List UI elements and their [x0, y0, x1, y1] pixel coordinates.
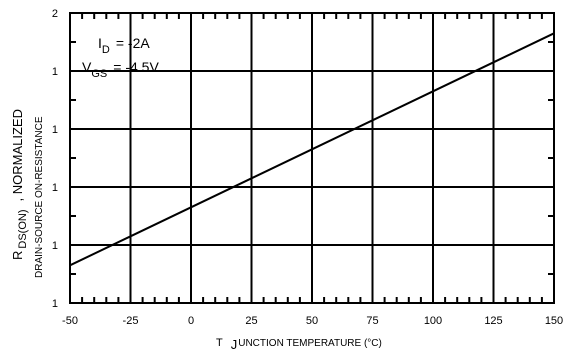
x-tick-label: 100	[424, 315, 442, 327]
y-tick-labels: 1 1 1 1 1 2	[52, 8, 58, 310]
x-tick-labels: -50 -25 0 25 50 75 100 125 150	[62, 315, 563, 327]
series-line	[69, 32, 555, 267]
y-tick-label: 1	[52, 240, 58, 252]
x-tick-label: 50	[306, 315, 318, 327]
x-tick-label: 75	[366, 315, 378, 327]
y-axis-title: RDS(ON), NORMALIZED	[10, 109, 29, 260]
annotation-vgs: VGS = -4.5V	[82, 59, 159, 80]
series-group	[69, 32, 555, 267]
axis-ticks	[70, 13, 554, 303]
x-axis-title: T JUNCTION TEMPERATURE (°C)	[216, 337, 382, 352]
annotation-id: ID = -2A	[98, 35, 150, 56]
x-tick-label: 125	[484, 315, 502, 327]
y-axis-title-group: RDS(ON), NORMALIZED	[10, 109, 29, 260]
x-tick-label: -50	[62, 315, 78, 327]
x-tick-label: 25	[245, 315, 257, 327]
x-tick-label: 0	[188, 315, 194, 327]
y-tick-label: 2	[52, 8, 58, 20]
y-tick-label: 1	[52, 124, 58, 136]
y-tick-label: 1	[52, 298, 58, 310]
y-tick-label: 1	[52, 182, 58, 194]
x-tick-label: -25	[123, 315, 139, 327]
x-tick-label: 150	[545, 315, 563, 327]
y-axis-subtitle: DRAIN-SOURCE ON-RESISTANCE	[34, 116, 45, 278]
y-axis-subtitle-group: DRAIN-SOURCE ON-RESISTANCE	[34, 116, 45, 278]
grid	[70, 13, 554, 303]
y-tick-label: 1	[52, 66, 58, 78]
